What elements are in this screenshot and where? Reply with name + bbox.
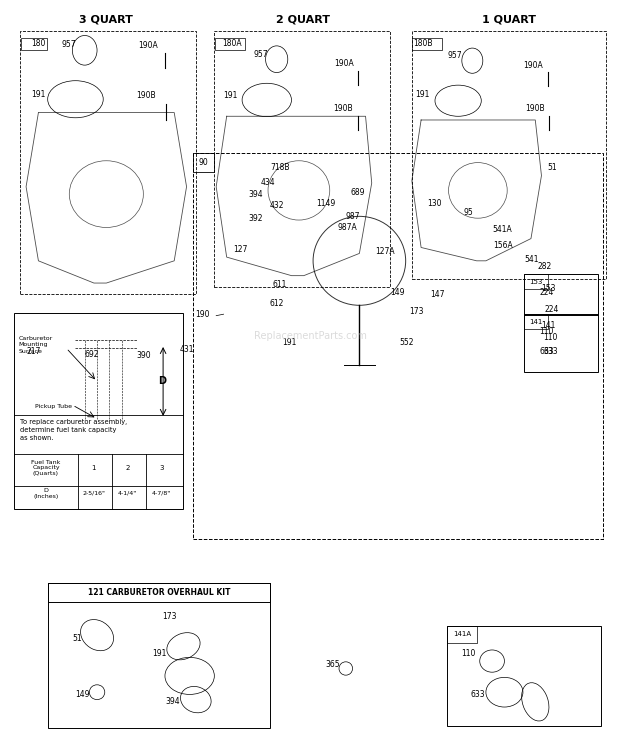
Bar: [412, 31, 606, 279]
Text: 130: 130: [427, 199, 442, 208]
Text: 191: 191: [282, 338, 296, 347]
Text: 173: 173: [162, 612, 176, 621]
Bar: [447, 626, 601, 726]
Text: 51: 51: [73, 635, 82, 644]
Text: 2 QUART: 2 QUART: [276, 15, 330, 25]
Text: Fuel Tank
Capacity
(Quarts): Fuel Tank Capacity (Quarts): [31, 460, 61, 476]
Bar: [193, 153, 215, 172]
Text: 394: 394: [165, 697, 180, 706]
Bar: [48, 583, 270, 602]
Text: 156A: 156A: [494, 242, 513, 251]
Text: 180A: 180A: [223, 39, 242, 48]
Text: 541A: 541A: [492, 225, 512, 234]
Bar: [48, 583, 270, 728]
Text: 552: 552: [399, 338, 414, 347]
Text: 987: 987: [346, 212, 360, 221]
Text: 190B: 190B: [334, 103, 353, 112]
Text: 153: 153: [529, 278, 542, 284]
Bar: [14, 312, 184, 509]
Bar: [524, 274, 598, 315]
Text: 149: 149: [390, 288, 405, 297]
Bar: [193, 153, 603, 539]
Text: 95: 95: [463, 208, 473, 217]
Text: 191: 191: [153, 650, 167, 658]
Text: 394: 394: [248, 190, 263, 199]
Bar: [524, 314, 598, 372]
Text: 127: 127: [233, 246, 247, 254]
Text: 4-7/8": 4-7/8": [152, 491, 171, 496]
Text: 718B: 718B: [270, 163, 290, 172]
Text: 153: 153: [541, 283, 556, 292]
Text: 4-1/4": 4-1/4": [118, 491, 137, 496]
Text: D: D: [158, 376, 166, 386]
Text: 191: 191: [415, 89, 429, 98]
Text: 434: 434: [260, 179, 275, 187]
Text: 110: 110: [461, 650, 476, 658]
Text: 2-5/16": 2-5/16": [82, 491, 105, 496]
Text: 392: 392: [248, 214, 263, 223]
Text: 3 QUART: 3 QUART: [79, 15, 133, 25]
Text: 121 CARBURETOR OVERHAUL KIT: 121 CARBURETOR OVERHAUL KIT: [87, 588, 230, 597]
Text: 147: 147: [430, 289, 445, 298]
Text: 957: 957: [253, 50, 268, 59]
Text: 141: 141: [541, 321, 556, 330]
Bar: [447, 626, 477, 643]
Text: 689: 689: [350, 188, 365, 197]
Text: 633: 633: [539, 347, 554, 356]
Bar: [20, 31, 196, 294]
Text: 110: 110: [539, 327, 554, 336]
Text: 431: 431: [179, 345, 193, 354]
Text: 633: 633: [471, 690, 485, 699]
Text: 282: 282: [537, 262, 551, 272]
Text: 541: 541: [525, 255, 539, 264]
Text: 1149: 1149: [316, 199, 335, 208]
Text: 190: 190: [195, 310, 210, 318]
Text: ReplacementParts.com: ReplacementParts.com: [254, 331, 366, 341]
Bar: [21, 38, 47, 50]
Text: 224: 224: [539, 288, 554, 297]
Text: 987A: 987A: [338, 223, 358, 232]
Bar: [524, 274, 547, 289]
Text: 90: 90: [198, 158, 208, 167]
Text: 365: 365: [326, 660, 340, 670]
Text: 957: 957: [448, 51, 463, 60]
Text: 127A: 127A: [375, 248, 394, 257]
Bar: [215, 38, 244, 50]
Text: 217: 217: [26, 347, 40, 356]
Text: 3: 3: [159, 465, 164, 471]
Text: 141: 141: [529, 318, 542, 324]
Text: 191: 191: [224, 91, 238, 100]
Text: 190B: 190B: [525, 104, 544, 113]
Text: 149: 149: [76, 690, 90, 699]
Bar: [215, 31, 390, 286]
Text: 173: 173: [409, 307, 423, 315]
Text: 432: 432: [270, 201, 285, 210]
Text: 180B: 180B: [414, 39, 433, 48]
Text: Pickup Tube: Pickup Tube: [35, 405, 73, 409]
Text: 957: 957: [62, 40, 76, 49]
Text: 612: 612: [270, 299, 284, 308]
Text: 390: 390: [136, 351, 151, 360]
Text: 190B: 190B: [136, 91, 156, 100]
Text: 191: 191: [31, 89, 45, 98]
Bar: [524, 314, 547, 329]
Text: 611: 611: [273, 280, 287, 289]
Text: D
(Inches): D (Inches): [33, 488, 59, 498]
Text: 633: 633: [543, 347, 558, 356]
Text: 1: 1: [91, 465, 95, 471]
Text: 190A: 190A: [138, 42, 158, 51]
Text: 224: 224: [544, 305, 559, 314]
Text: Carburetor
Mounting
Surface: Carburetor Mounting Surface: [19, 336, 53, 353]
Text: 2: 2: [125, 465, 130, 471]
Text: 692: 692: [85, 350, 99, 359]
Text: 190A: 190A: [335, 60, 355, 68]
Text: 1 QUART: 1 QUART: [482, 15, 536, 25]
Text: 51: 51: [547, 163, 557, 172]
Text: To replace carburetor assembly,
determine fuel tank capacity
as shown.: To replace carburetor assembly, determin…: [20, 419, 127, 440]
Text: 141A: 141A: [453, 632, 471, 638]
Text: 190A: 190A: [523, 60, 542, 70]
Bar: [412, 38, 442, 50]
Text: 180: 180: [31, 39, 45, 48]
Text: 110: 110: [543, 333, 557, 341]
